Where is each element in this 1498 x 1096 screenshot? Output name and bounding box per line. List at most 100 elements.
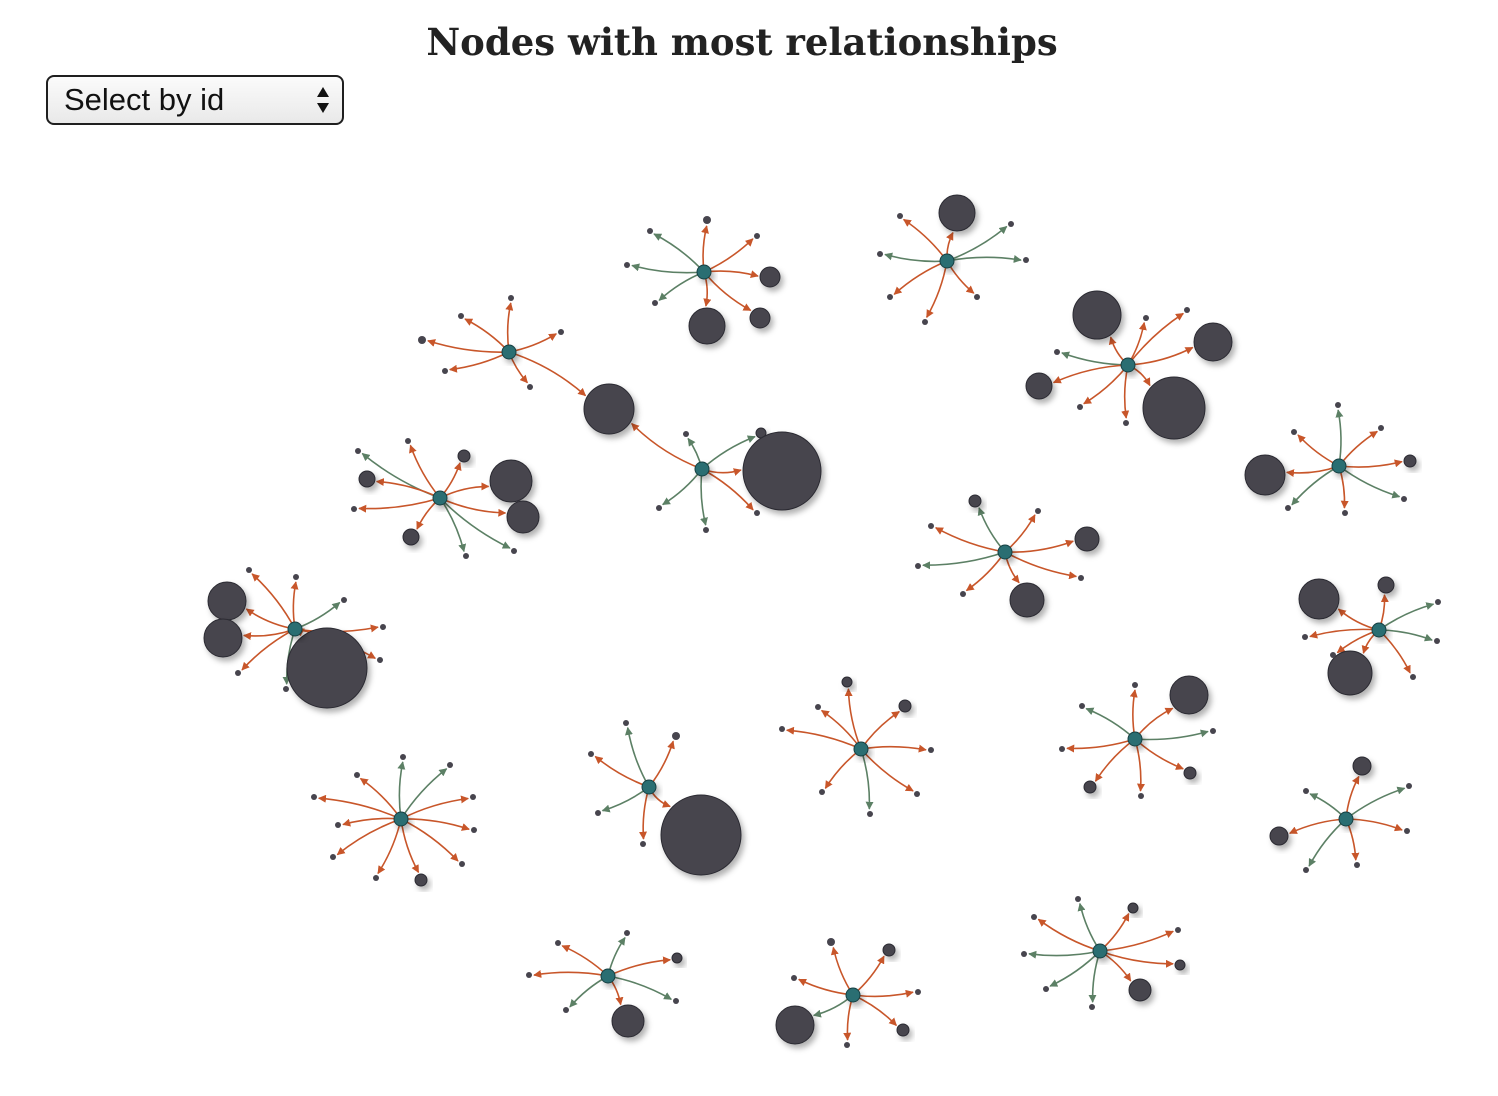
graph-node[interactable] — [1401, 496, 1407, 502]
graph-node[interactable] — [960, 591, 966, 597]
hub-node[interactable] — [1331, 458, 1347, 474]
graph-node[interactable] — [341, 597, 347, 603]
graph-node[interactable] — [457, 449, 471, 463]
graph-node[interactable] — [246, 567, 252, 573]
graph-node[interactable] — [1303, 788, 1309, 794]
graph-node[interactable] — [1404, 828, 1410, 834]
graph-node[interactable] — [1128, 978, 1152, 1002]
graph-node[interactable] — [1406, 783, 1412, 789]
graph-node[interactable] — [624, 262, 630, 268]
graph-node[interactable] — [405, 438, 411, 444]
graph-node[interactable] — [844, 1042, 850, 1048]
graph-node[interactable] — [447, 762, 453, 768]
graph-node[interactable] — [660, 794, 742, 876]
graph-node[interactable] — [335, 822, 341, 828]
graph-node[interactable] — [896, 1023, 910, 1037]
graph-node[interactable] — [898, 699, 912, 713]
hub-node[interactable] — [432, 490, 448, 506]
graph-node[interactable] — [1269, 826, 1289, 846]
graph-node[interactable] — [1031, 914, 1037, 920]
graph-node[interactable] — [647, 228, 653, 234]
graph-node[interactable] — [355, 448, 361, 454]
graph-node[interactable] — [1009, 582, 1045, 618]
graph-node[interactable] — [1330, 652, 1336, 658]
graph-node[interactable] — [463, 553, 469, 559]
graph-node[interactable] — [458, 313, 464, 319]
graph-node[interactable] — [915, 989, 921, 995]
graph-node[interactable] — [1410, 674, 1416, 680]
graph-node[interactable] — [928, 523, 934, 529]
graph-node[interactable] — [283, 686, 289, 692]
graph-node[interactable] — [1298, 578, 1340, 620]
graph-node[interactable] — [791, 975, 797, 981]
graph-node[interactable] — [1127, 902, 1139, 914]
graph-node[interactable] — [754, 233, 760, 239]
graph-node[interactable] — [742, 431, 822, 511]
graph-node[interactable] — [673, 998, 679, 1004]
graph-node[interactable] — [508, 295, 514, 301]
graph-node[interactable] — [827, 938, 835, 946]
graph-node[interactable] — [442, 368, 448, 374]
hub-node[interactable] — [287, 621, 303, 637]
graph-node[interactable] — [640, 841, 646, 847]
hub-node[interactable] — [1120, 357, 1136, 373]
graph-node[interactable] — [1089, 1004, 1095, 1010]
graph-node[interactable] — [471, 827, 477, 833]
graph-node[interactable] — [1138, 793, 1144, 799]
graph-node[interactable] — [1244, 454, 1286, 496]
graph-node[interactable] — [672, 732, 680, 740]
hub-node[interactable] — [853, 741, 869, 757]
graph-node[interactable] — [354, 772, 360, 778]
graph-node[interactable] — [1378, 425, 1384, 431]
hub-node[interactable] — [501, 344, 517, 360]
graph-node[interactable] — [1210, 728, 1216, 734]
graph-node[interactable] — [1302, 634, 1308, 640]
graph-node[interactable] — [418, 336, 426, 344]
graph-node[interactable] — [1352, 756, 1372, 776]
graph-node[interactable] — [555, 940, 561, 946]
graph-node[interactable] — [470, 794, 476, 800]
graph-node[interactable] — [1303, 867, 1309, 873]
graph-node[interactable] — [749, 307, 771, 329]
graph-node[interactable] — [1434, 638, 1440, 644]
hub-node[interactable] — [1127, 731, 1143, 747]
graph-node[interactable] — [1025, 372, 1053, 400]
graph-node[interactable] — [656, 505, 662, 511]
hub-node[interactable] — [1092, 943, 1108, 959]
graph-node[interactable] — [489, 459, 533, 503]
graph-node[interactable] — [414, 873, 428, 887]
hub-node[interactable] — [393, 811, 409, 827]
graph-node[interactable] — [1335, 402, 1341, 408]
graph-node[interactable] — [527, 384, 533, 390]
graph-node[interactable] — [1142, 376, 1206, 440]
graph-node[interactable] — [671, 952, 683, 964]
graph-node[interactable] — [759, 266, 781, 288]
hub-node[interactable] — [845, 987, 861, 1003]
graph-node[interactable] — [1377, 576, 1395, 594]
graph-node[interactable] — [841, 676, 853, 688]
graph-node[interactable] — [938, 194, 976, 232]
graph-node[interactable] — [1183, 766, 1197, 780]
graph-node[interactable] — [358, 470, 376, 488]
graph-node[interactable] — [623, 720, 629, 726]
graph-node[interactable] — [779, 726, 785, 732]
graph-node[interactable] — [867, 811, 873, 817]
graph-node[interactable] — [351, 506, 357, 512]
graph-node[interactable] — [526, 972, 532, 978]
graph-node[interactable] — [1072, 290, 1122, 340]
graph-node[interactable] — [511, 548, 517, 554]
graph-node[interactable] — [914, 791, 920, 797]
graph-node[interactable] — [558, 329, 564, 335]
graph-node[interactable] — [887, 294, 893, 300]
hub-node[interactable] — [1338, 811, 1354, 827]
graph-node[interactable] — [380, 624, 386, 630]
graph-node[interactable] — [1342, 510, 1348, 516]
graph-node[interactable] — [1291, 429, 1297, 435]
graph-node[interactable] — [922, 319, 928, 325]
graph-node[interactable] — [1043, 986, 1049, 992]
graph-node[interactable] — [1143, 315, 1149, 321]
graph-node[interactable] — [882, 943, 896, 957]
graph-node[interactable] — [683, 431, 689, 437]
graph-node[interactable] — [1021, 951, 1027, 957]
graph-node[interactable] — [968, 494, 982, 508]
